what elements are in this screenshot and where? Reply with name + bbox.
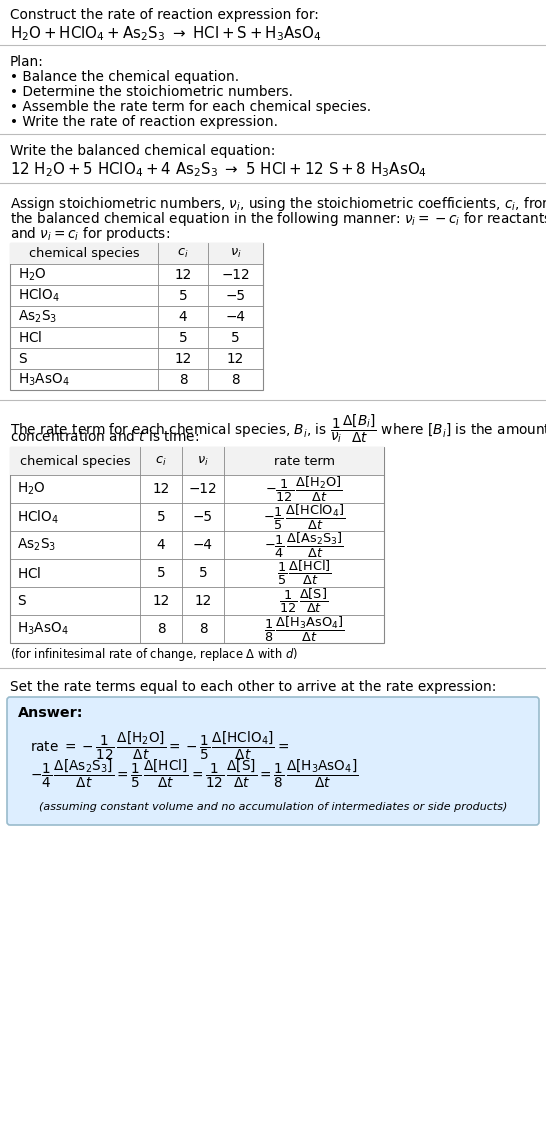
Text: −12: −12 xyxy=(221,267,250,281)
Text: • Write the rate of reaction expression.: • Write the rate of reaction expression. xyxy=(10,115,278,129)
Text: Plan:: Plan: xyxy=(10,55,44,69)
Text: $-\dfrac{1}{4}\,\dfrac{\Delta[\mathrm{As_2S_3}]}{\Delta t}$: $-\dfrac{1}{4}\,\dfrac{\Delta[\mathrm{As… xyxy=(264,530,344,560)
Text: $\mathrm{H_2O}$: $\mathrm{H_2O}$ xyxy=(18,266,47,282)
Text: the balanced chemical equation in the following manner: $\nu_i = -c_i$ for react: the balanced chemical equation in the fo… xyxy=(10,211,546,228)
Text: 5: 5 xyxy=(231,330,240,345)
Text: −4: −4 xyxy=(193,538,213,552)
Text: −5: −5 xyxy=(225,289,246,303)
Text: Set the rate terms equal to each other to arrive at the rate expression:: Set the rate terms equal to each other t… xyxy=(10,681,496,694)
Text: $\mathrm{HCl}$: $\mathrm{HCl}$ xyxy=(17,566,41,580)
Text: $\mathrm{HCl}$: $\mathrm{HCl}$ xyxy=(18,330,42,345)
Text: $-\dfrac{1}{5}\,\dfrac{\Delta[\mathrm{HClO_4}]}{\Delta t}$: $-\dfrac{1}{5}\,\dfrac{\Delta[\mathrm{HC… xyxy=(263,503,345,531)
Text: 5: 5 xyxy=(157,510,165,523)
Text: $\nu_i$: $\nu_i$ xyxy=(230,247,241,261)
Text: $\mathrm{H_2O + HClO_4 + As_2S_3 \ \rightarrow \ HCl + S + H_3AsO_4}$: $\mathrm{H_2O + HClO_4 + As_2S_3 \ \righ… xyxy=(10,24,322,43)
Text: • Balance the chemical equation.: • Balance the chemical equation. xyxy=(10,71,239,84)
Text: The rate term for each chemical species, $B_i$, is $\dfrac{1}{\nu_i}\dfrac{\Delt: The rate term for each chemical species,… xyxy=(10,412,546,445)
Text: $\mathrm{As_2S_3}$: $\mathrm{As_2S_3}$ xyxy=(17,537,56,553)
Text: −5: −5 xyxy=(193,510,213,523)
Text: 12: 12 xyxy=(152,594,170,608)
Text: Answer:: Answer: xyxy=(18,706,84,720)
Text: 5: 5 xyxy=(199,566,207,580)
Text: $\mathrm{H_3AsO_4}$: $\mathrm{H_3AsO_4}$ xyxy=(18,371,70,388)
Text: 4: 4 xyxy=(157,538,165,552)
Text: rate term: rate term xyxy=(274,454,335,468)
Text: −4: −4 xyxy=(225,310,246,323)
FancyBboxPatch shape xyxy=(7,696,539,825)
Bar xyxy=(10,244,263,390)
Bar xyxy=(10,447,384,475)
Text: 8: 8 xyxy=(157,622,165,636)
Text: 8: 8 xyxy=(231,372,240,387)
Text: 12: 12 xyxy=(174,267,192,281)
Text: concentration and $t$ is time:: concentration and $t$ is time: xyxy=(10,429,199,444)
Text: and $\nu_i = c_i$ for products:: and $\nu_i = c_i$ for products: xyxy=(10,225,170,244)
Text: 8: 8 xyxy=(199,622,207,636)
Text: Construct the rate of reaction expression for:: Construct the rate of reaction expressio… xyxy=(10,8,319,22)
Text: $\mathrm{12\ H_2O + 5\ HClO_4 + 4\ As_2S_3 \ \rightarrow \ 5\ HCl + 12\ S + 8\ H: $\mathrm{12\ H_2O + 5\ HClO_4 + 4\ As_2S… xyxy=(10,160,427,179)
Text: 5: 5 xyxy=(157,566,165,580)
Text: $\mathrm{As_2S_3}$: $\mathrm{As_2S_3}$ xyxy=(18,308,57,324)
Text: • Assemble the rate term for each chemical species.: • Assemble the rate term for each chemic… xyxy=(10,100,371,114)
Bar xyxy=(10,447,384,643)
Text: 12: 12 xyxy=(227,352,244,365)
Bar xyxy=(10,244,263,264)
Text: −12: −12 xyxy=(189,483,217,496)
Text: 4: 4 xyxy=(179,310,187,323)
Text: $\mathrm{HClO_4}$: $\mathrm{HClO_4}$ xyxy=(18,287,60,304)
Text: $-\dfrac{1}{4}\,\dfrac{\Delta[\mathrm{As_2S_3}]}{\Delta t}= \dfrac{1}{5}\,\dfrac: $-\dfrac{1}{4}\,\dfrac{\Delta[\mathrm{As… xyxy=(30,758,359,790)
Text: 12: 12 xyxy=(194,594,212,608)
Text: $\mathrm{H_2O}$: $\mathrm{H_2O}$ xyxy=(17,480,46,497)
Text: $\dfrac{1}{5}\,\dfrac{\Delta[\mathrm{HCl}]}{\Delta t}$: $\dfrac{1}{5}\,\dfrac{\Delta[\mathrm{HCl… xyxy=(276,559,331,587)
Text: 12: 12 xyxy=(174,352,192,365)
Text: Assign stoichiometric numbers, $\nu_i$, using the stoichiometric coefficients, $: Assign stoichiometric numbers, $\nu_i$, … xyxy=(10,195,546,213)
Text: Write the balanced chemical equation:: Write the balanced chemical equation: xyxy=(10,145,275,158)
Text: $\nu_i$: $\nu_i$ xyxy=(197,454,209,468)
Text: (assuming constant volume and no accumulation of intermediates or side products): (assuming constant volume and no accumul… xyxy=(39,802,507,813)
Text: $c_i$: $c_i$ xyxy=(177,247,189,261)
Text: $c_i$: $c_i$ xyxy=(155,454,167,468)
Text: (for infinitesimal rate of change, replace $\Delta$ with $d$): (for infinitesimal rate of change, repla… xyxy=(10,646,298,663)
Text: $\mathrm{S}$: $\mathrm{S}$ xyxy=(17,594,27,608)
Text: $\mathrm{HClO_4}$: $\mathrm{HClO_4}$ xyxy=(17,509,59,526)
Text: $\mathrm{H_3AsO_4}$: $\mathrm{H_3AsO_4}$ xyxy=(17,621,69,637)
Text: 5: 5 xyxy=(179,330,187,345)
Text: $-\dfrac{1}{12}\,\dfrac{\Delta[\mathrm{H_2O}]}{\Delta t}$: $-\dfrac{1}{12}\,\dfrac{\Delta[\mathrm{H… xyxy=(265,475,343,504)
Text: chemical species: chemical species xyxy=(29,247,139,259)
Text: rate $= -\dfrac{1}{12}\,\dfrac{\Delta[\mathrm{H_2O}]}{\Delta t}= -\dfrac{1}{5}\,: rate $= -\dfrac{1}{12}\,\dfrac{\Delta[\m… xyxy=(30,729,289,762)
Text: 12: 12 xyxy=(152,483,170,496)
Text: $\mathrm{S}$: $\mathrm{S}$ xyxy=(18,352,28,365)
Text: $\dfrac{1}{12}\,\dfrac{\Delta[\mathrm{S}]}{\Delta t}$: $\dfrac{1}{12}\,\dfrac{\Delta[\mathrm{S}… xyxy=(280,587,329,615)
Text: 8: 8 xyxy=(179,372,187,387)
Text: chemical species: chemical species xyxy=(20,454,130,468)
Text: 5: 5 xyxy=(179,289,187,303)
Text: $\dfrac{1}{8}\,\dfrac{\Delta[\mathrm{H_3AsO_4}]}{\Delta t}$: $\dfrac{1}{8}\,\dfrac{\Delta[\mathrm{H_3… xyxy=(264,615,344,644)
Text: • Determine the stoichiometric numbers.: • Determine the stoichiometric numbers. xyxy=(10,85,293,99)
